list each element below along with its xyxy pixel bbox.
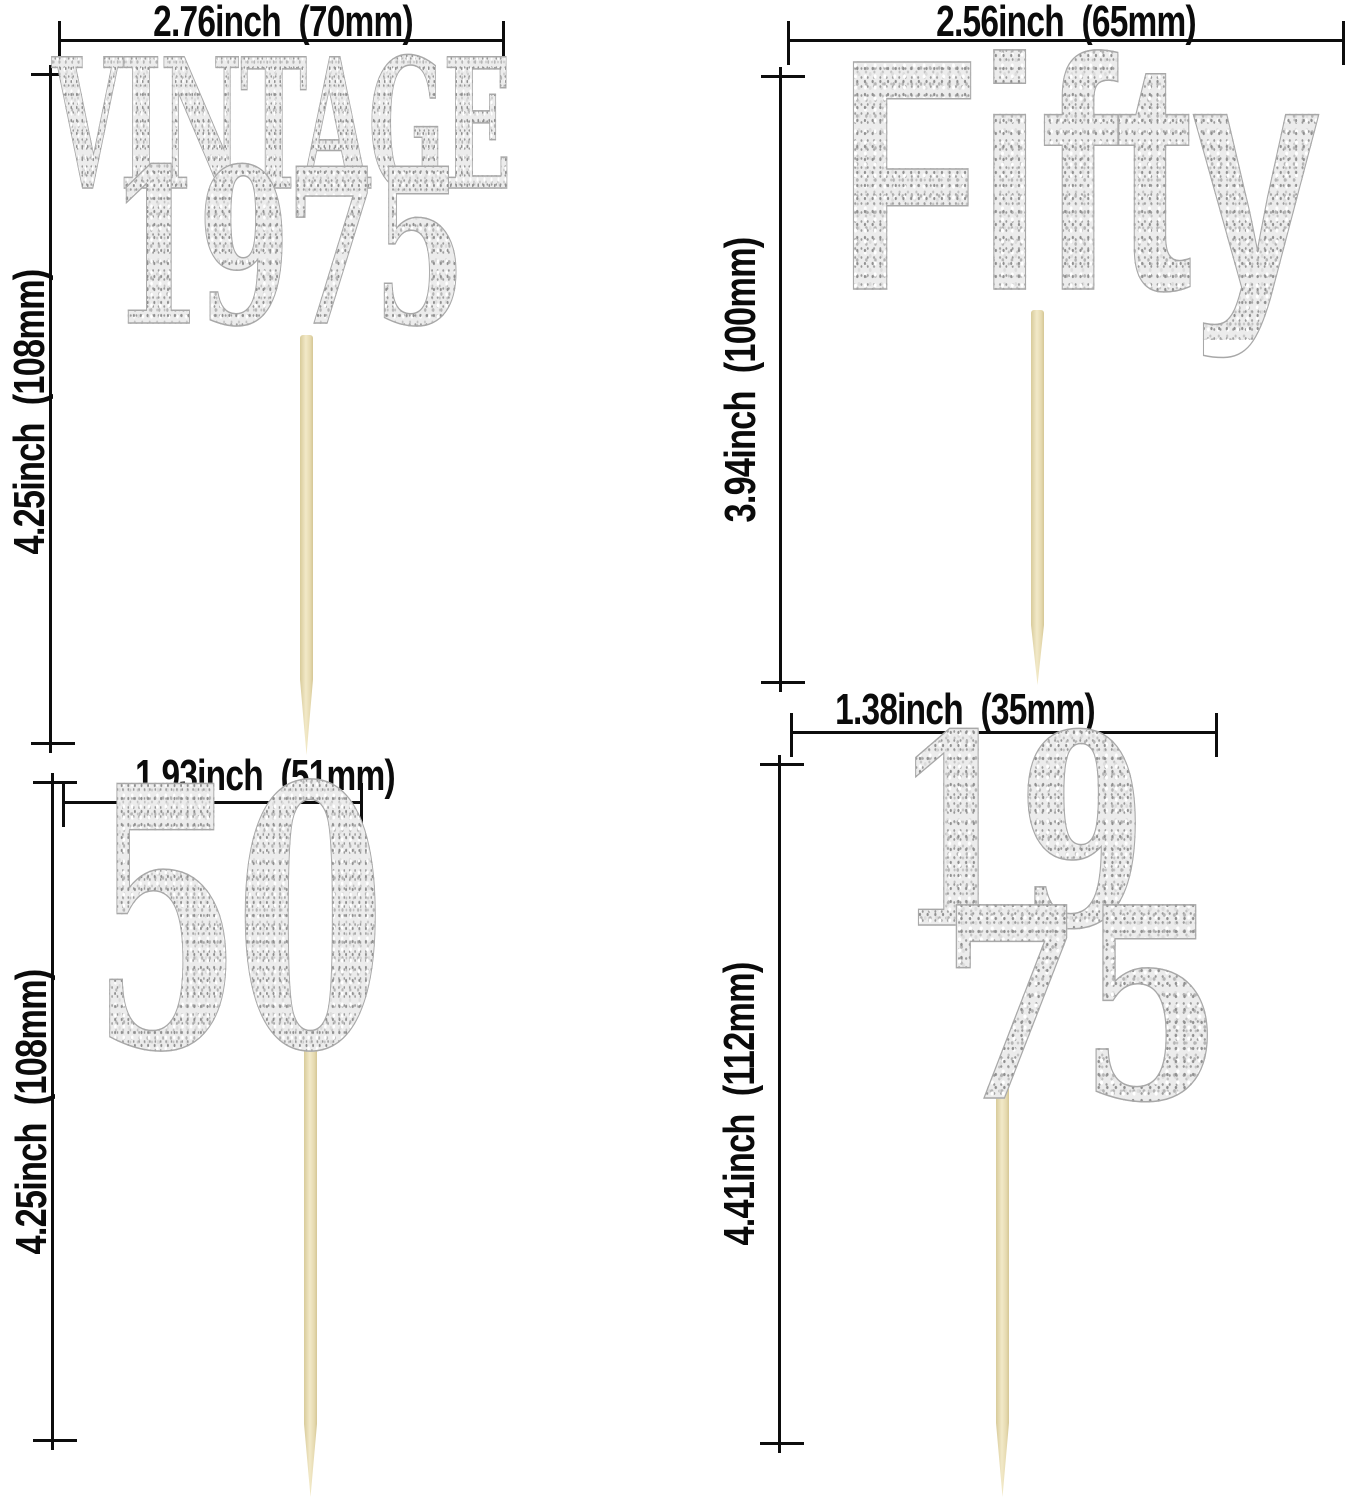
height-dimension-line-fifty-word [761,67,805,692]
toothpick-stick-1975-split [996,1085,1009,1497]
topper-text-1975: 1975 [110,121,467,374]
toothpick-stick-fifty-word [1031,310,1044,685]
topper-text-50: 50 [92,708,386,1131]
toothpick-stick-vintage-1975 [300,335,313,755]
height-dimension-line-1975-split [760,755,804,1453]
toothpick-stick-fifty-number [304,1040,317,1497]
height-dimension-label-1975-split: 4.41inch (112mm) [715,962,764,1246]
topper-text-75: 75 [939,850,1223,1161]
height-dimension-label-fifty-word: 3.94inch (100mm) [716,237,765,523]
height-dimension-label-fifty-number: 4.25inch (108mm) [7,969,56,1255]
topper-text-fifty: Fifty [837,0,1320,359]
height-dimension-label-vintage-1975: 4.25inch (108mm) [5,269,54,555]
height-dimension-line-fifty-number [33,773,77,1450]
